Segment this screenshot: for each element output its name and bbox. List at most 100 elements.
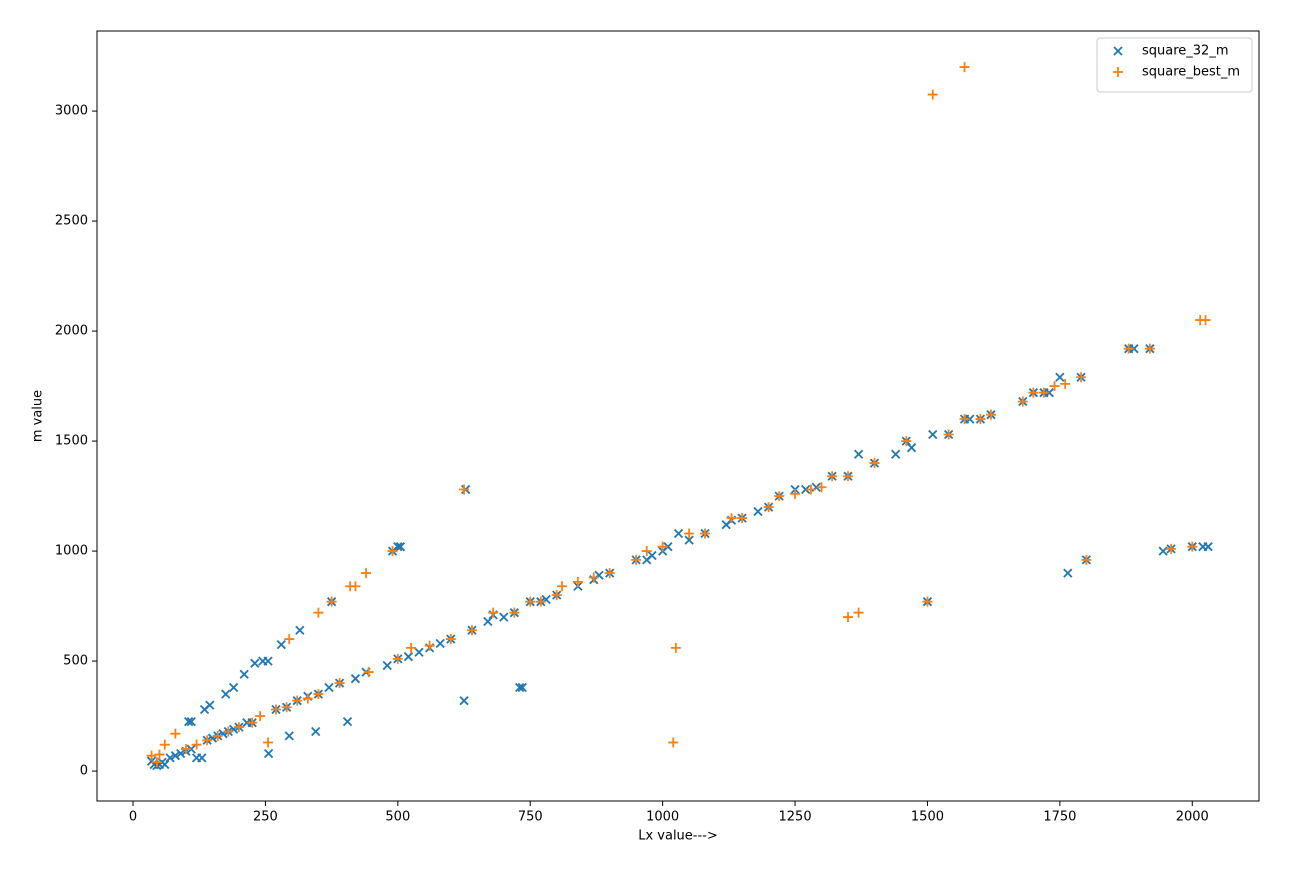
point — [403, 652, 414, 662]
point — [165, 753, 175, 763]
point — [1187, 541, 1198, 552]
point — [1049, 381, 1060, 392]
y-tick-label: 2000 — [55, 324, 88, 339]
point — [869, 458, 880, 469]
point — [160, 759, 170, 770]
point — [572, 576, 583, 587]
point — [176, 748, 186, 759]
point — [295, 625, 305, 635]
point — [657, 541, 668, 552]
point — [406, 642, 417, 653]
point — [726, 513, 737, 524]
y-tick-label: 0 — [80, 764, 88, 779]
point — [1123, 343, 1134, 354]
point — [631, 554, 642, 565]
point — [250, 658, 260, 668]
point — [684, 528, 695, 539]
point — [488, 607, 499, 618]
point — [647, 550, 657, 561]
point — [424, 640, 435, 651]
point — [392, 653, 403, 664]
point — [753, 506, 763, 517]
point — [1166, 543, 1177, 554]
point — [255, 711, 266, 722]
point — [588, 572, 599, 583]
point — [763, 502, 774, 513]
point — [146, 750, 157, 761]
point — [180, 744, 191, 755]
point — [891, 449, 901, 459]
point — [805, 484, 816, 495]
point — [774, 491, 785, 502]
point — [1063, 568, 1073, 578]
point — [247, 717, 258, 728]
point — [395, 542, 406, 552]
point — [700, 528, 711, 539]
point — [1055, 372, 1065, 382]
y-tick-label: 1500 — [55, 434, 88, 449]
point — [1203, 542, 1213, 552]
point — [1076, 372, 1087, 383]
point — [1129, 344, 1139, 354]
point — [509, 607, 520, 618]
point — [435, 638, 445, 649]
point — [170, 728, 181, 739]
point — [1158, 546, 1168, 556]
point — [459, 484, 470, 495]
point — [535, 596, 546, 607]
point — [1200, 315, 1211, 326]
point — [557, 581, 568, 592]
legend-box — [1096, 37, 1253, 93]
point — [313, 689, 324, 700]
point — [292, 695, 303, 706]
point — [154, 749, 165, 760]
point — [684, 535, 694, 545]
point — [186, 716, 196, 727]
point — [1060, 378, 1071, 389]
point — [229, 682, 239, 693]
point — [233, 722, 244, 733]
point — [927, 89, 938, 100]
point — [928, 429, 938, 440]
point — [350, 581, 361, 592]
x-axis-label: Lx value---> — [638, 829, 718, 844]
point — [922, 596, 933, 607]
x-tick-label: 250 — [253, 810, 278, 825]
point — [263, 748, 274, 759]
point — [382, 660, 392, 671]
point — [466, 625, 477, 636]
point — [170, 751, 181, 761]
point — [393, 542, 403, 552]
point — [186, 744, 196, 754]
legend-marker — [1113, 46, 1123, 56]
point — [959, 62, 970, 73]
point — [151, 757, 162, 768]
point — [223, 726, 234, 737]
point — [197, 753, 207, 763]
point — [517, 682, 527, 693]
point — [326, 596, 337, 607]
point — [515, 682, 525, 693]
point — [499, 612, 509, 622]
point — [311, 726, 321, 737]
x-tick-label: 2000 — [1176, 810, 1209, 825]
point — [387, 546, 398, 557]
point — [663, 542, 673, 552]
x-tick-label: 750 — [518, 810, 543, 825]
legend-label: square_32_m — [1142, 44, 1229, 59]
point — [853, 449, 864, 459]
legend-label: square_best_m — [1142, 65, 1240, 80]
y-tick-label: 3000 — [55, 104, 88, 119]
point — [670, 642, 681, 653]
point — [239, 669, 249, 679]
point — [975, 414, 986, 425]
point — [324, 682, 334, 693]
point — [159, 739, 170, 750]
point — [483, 616, 493, 627]
point — [284, 634, 295, 645]
point — [350, 674, 361, 684]
point — [1081, 554, 1092, 565]
x-tick-label: 1500 — [911, 810, 944, 825]
point — [965, 414, 975, 424]
